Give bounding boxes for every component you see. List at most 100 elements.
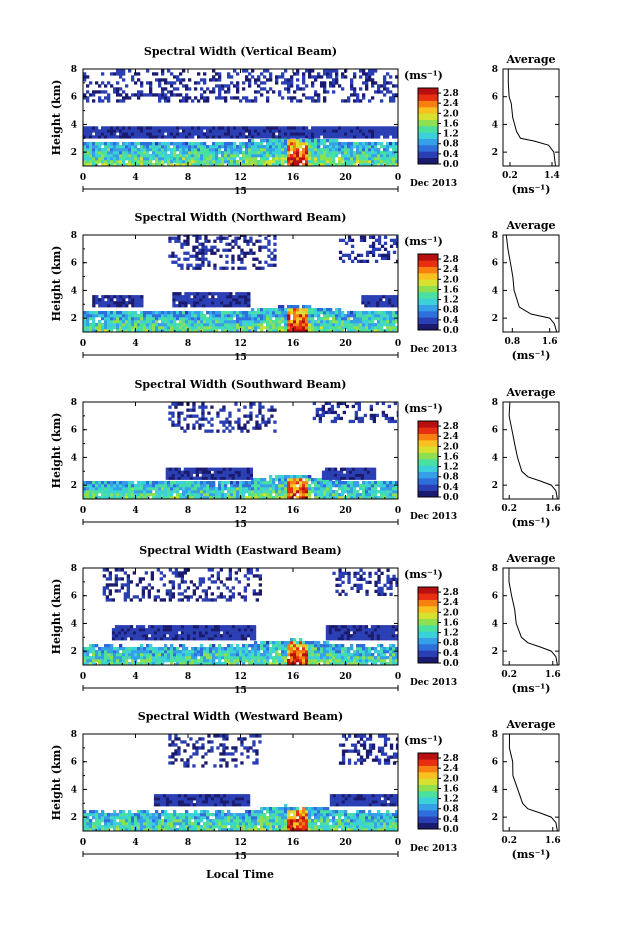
heatmap-cell <box>197 490 201 494</box>
heatmap-cell <box>324 410 328 415</box>
heatmap-cell <box>237 476 241 480</box>
heatmap-cell <box>179 496 183 499</box>
heatmap-cell <box>368 311 372 315</box>
heatmap-cell <box>266 135 270 139</box>
heatmap-cell <box>179 653 183 657</box>
heatmap-cell <box>380 129 384 133</box>
heatmap-cell <box>275 644 279 648</box>
heatmap-cell <box>224 154 228 158</box>
heatmap-cell <box>308 308 312 312</box>
heatmap-cell <box>389 244 394 248</box>
heatmap-cell <box>281 163 285 166</box>
heatmap-cell <box>260 72 264 76</box>
heatmap-cell <box>161 320 165 324</box>
heatmap-cell <box>207 473 211 477</box>
heatmap-cell <box>137 650 141 654</box>
heatmap-cell <box>341 142 345 146</box>
heatmap-cell <box>200 484 204 488</box>
heatmap-cell <box>380 145 384 149</box>
heatmap-cell <box>374 126 378 130</box>
heatmap-cell <box>221 84 225 88</box>
heatmap-cell <box>200 656 204 660</box>
heatmap-cell <box>335 163 339 166</box>
heatmap-cell <box>252 251 256 255</box>
heatmap-cell <box>140 487 144 491</box>
heatmap-cell <box>152 311 156 315</box>
heatmap-cell <box>237 245 241 249</box>
heatmap-cell <box>200 157 204 161</box>
heatmap-cell <box>245 69 249 73</box>
heatmap-cell <box>107 151 111 155</box>
heatmap-cell <box>201 473 205 477</box>
heatmap-cell <box>107 148 111 152</box>
heatmap-cell <box>350 644 354 648</box>
heatmap-cell <box>281 72 285 76</box>
heatmap-cell <box>356 314 360 318</box>
heatmap-cell <box>242 496 246 499</box>
heatmap-cell <box>350 163 354 166</box>
heatmap-cell <box>221 311 225 315</box>
heatmap-cell <box>281 484 285 488</box>
heatmap-cell <box>312 402 316 406</box>
avg-profile-line <box>507 69 556 167</box>
heatmap-cell <box>369 470 374 474</box>
heatmap-cell <box>215 487 219 491</box>
heatmap-cell <box>220 292 224 296</box>
heatmap-cell <box>140 151 144 155</box>
heatmap-cell <box>149 323 153 327</box>
heatmap-cell <box>176 160 180 164</box>
heatmap-cell <box>86 329 90 332</box>
heatmap-cell <box>353 481 357 485</box>
heatmap-cell <box>275 493 279 497</box>
avg-y-tick-label: 8 <box>492 65 498 75</box>
heatmap-cell <box>167 323 171 327</box>
heatmap-cell <box>290 487 294 491</box>
heatmap-cell <box>329 329 333 332</box>
heatmap-cell <box>314 641 318 645</box>
heatmap-cell <box>170 135 174 139</box>
heatmap-cell <box>254 326 258 330</box>
heatmap-cell <box>257 151 261 155</box>
heatmap-cell <box>263 129 267 133</box>
heatmap-cell <box>317 308 321 312</box>
heatmap-cell <box>242 160 246 164</box>
heatmap-cell <box>284 135 288 139</box>
heatmap-cell <box>329 311 333 315</box>
heatmap-cell <box>341 132 345 136</box>
heatmap-cell <box>113 484 117 488</box>
heatmap-cell <box>146 145 150 149</box>
heatmap-cell <box>146 93 150 97</box>
heatmap-cell <box>347 320 351 324</box>
heatmap-cell <box>207 470 211 474</box>
heatmap-cell <box>119 311 123 315</box>
heatmap-cell <box>119 481 123 485</box>
heatmap-cell <box>86 311 90 315</box>
heatmap-cell <box>228 467 232 471</box>
heatmap-cell <box>200 329 204 332</box>
heatmap-cell <box>168 411 172 415</box>
heatmap-cell <box>290 650 294 654</box>
heatmap-cell <box>290 481 294 485</box>
heatmap-cell <box>389 650 393 654</box>
heatmap-cell <box>86 320 90 324</box>
heatmap-cell <box>104 644 108 648</box>
heatmap-cell <box>104 96 108 100</box>
heatmap-cell <box>234 402 238 406</box>
heatmap-cell <box>245 151 249 155</box>
heatmap-cell <box>176 323 180 327</box>
heatmap-cell <box>242 311 246 315</box>
heatmap-cell <box>341 151 345 155</box>
heatmap-cell <box>146 481 150 485</box>
heatmap-cell <box>305 69 309 73</box>
heatmap-cell <box>377 656 381 660</box>
heatmap-cell <box>119 151 123 155</box>
heatmap-cell <box>219 239 223 243</box>
heatmap-cell <box>155 163 159 166</box>
heatmap-cell <box>311 126 315 130</box>
heatmap-cell <box>146 129 150 133</box>
heatmap-cell <box>251 329 255 332</box>
heatmap-cell <box>177 470 181 474</box>
heatmap-cell <box>332 163 336 166</box>
heatmap-cell <box>308 132 312 136</box>
heatmap-cell <box>389 484 393 488</box>
